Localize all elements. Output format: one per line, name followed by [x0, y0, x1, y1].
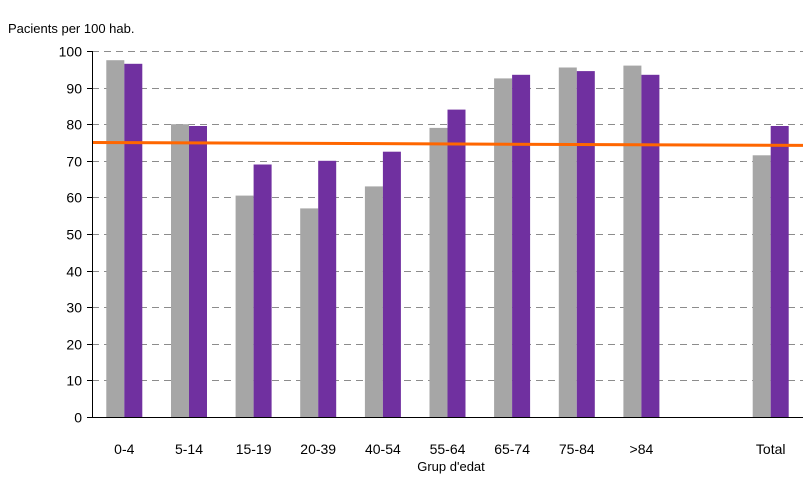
x-tick-label: >84	[630, 441, 654, 457]
x-axis-title: Grup d'edat	[417, 459, 485, 474]
bar-purple	[189, 126, 207, 417]
y-tick-label: 0	[74, 410, 82, 426]
bar-purple	[512, 74, 531, 418]
bar-gray	[235, 195, 254, 417]
y-tick-label: 100	[59, 44, 83, 60]
x-tick-label: 55-64	[430, 441, 466, 457]
bar-purple	[770, 126, 789, 417]
x-tick-label: 5-14	[175, 441, 203, 457]
x-tick-label: 40-54	[365, 441, 401, 457]
y-tick-label: 90	[66, 81, 82, 97]
bar-purple	[576, 71, 595, 417]
y-axis-title: Pacients per 100 hab.	[8, 21, 134, 36]
bar-purple	[641, 74, 660, 418]
y-tick-label: 80	[66, 117, 82, 133]
bar-purple	[253, 164, 272, 417]
y-tick-label: 30	[66, 300, 82, 316]
bar-gray	[364, 186, 383, 417]
bar-gray	[171, 124, 189, 417]
x-tick-label: 0-4	[114, 441, 134, 457]
x-tick-label: 15-19	[236, 441, 272, 457]
y-tick-label: 40	[66, 264, 82, 280]
bars	[106, 60, 789, 418]
y-tick-label: 70	[66, 154, 82, 170]
bar-gray	[106, 60, 125, 417]
bar-purple	[124, 63, 143, 418]
bar-purple	[318, 160, 337, 418]
x-tick-label: 20-39	[300, 441, 336, 457]
y-tick-label: 10	[66, 373, 82, 389]
x-tick-label: Total	[756, 441, 786, 457]
gridlines	[87, 51, 803, 418]
reference-line-stroke	[91, 141, 804, 147]
y-tick-labels: 0 10 20 30 40 50 60 70 80 90 100	[59, 44, 83, 426]
y-tick-label: 50	[66, 227, 82, 243]
bar-gray	[429, 127, 448, 418]
axes	[92, 51, 803, 418]
y-tick-label: 60	[66, 190, 82, 206]
bar-gray	[300, 208, 319, 417]
bar-gray	[558, 67, 577, 417]
x-tick-label: 75-84	[559, 441, 595, 457]
bar-purple	[382, 151, 401, 417]
bar-gray	[494, 78, 513, 418]
x-tick-label: 65-74	[494, 441, 530, 457]
x-tick-labels: 0-4 5-14 15-19 20-39 40-54 55-64 65-74 75-84 >84…	[114, 441, 785, 457]
y-tick-label: 20	[66, 337, 82, 353]
bar-gray	[623, 65, 642, 417]
bar-purple	[447, 109, 466, 417]
reference-line	[91, 141, 804, 147]
bar-gray	[752, 155, 771, 418]
